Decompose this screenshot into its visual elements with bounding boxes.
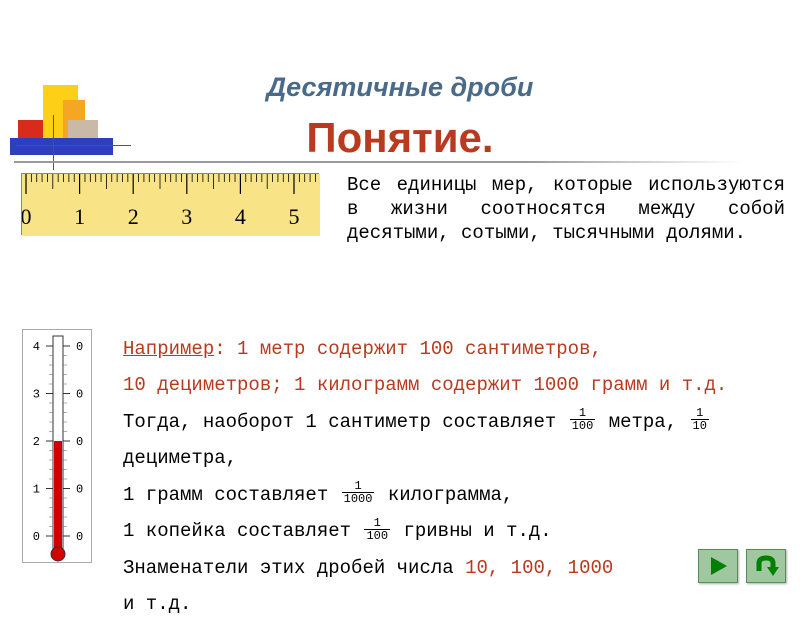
- line-5: 1 копейка составляет 1100 гривны и т.д.: [123, 513, 783, 549]
- fraction-1-10: 110: [689, 407, 711, 432]
- svg-text:3: 3: [33, 388, 40, 402]
- svg-text:3: 3: [181, 204, 192, 229]
- svg-text:1: 1: [33, 483, 40, 497]
- svg-text:4: 4: [235, 204, 246, 229]
- fraction-1-1000: 11000: [340, 480, 377, 505]
- svg-text:0: 0: [33, 530, 40, 544]
- decorative-shapes: [18, 85, 158, 165]
- fraction-1-100: 1100: [568, 407, 598, 432]
- svg-text:2: 2: [33, 435, 40, 449]
- svg-text:0: 0: [76, 530, 83, 544]
- line-6: Знаменатели этих дробей числа 10, 100, 1…: [123, 550, 783, 586]
- ruler-graphic: 0 1 2 3 4 5: [21, 173, 319, 235]
- svg-text:5: 5: [289, 204, 300, 229]
- line-3: Тогда, наоборот 1 сантиметр составляет 1…: [123, 404, 783, 477]
- example-line2: 10 дециметров; 1 килограмм содержит 1000…: [123, 367, 783, 403]
- example-label: Например: [123, 338, 214, 360]
- svg-text:4: 4: [33, 340, 40, 354]
- line-4: 1 грамм составляет 11000 килограмма,: [123, 477, 783, 513]
- svg-text:0: 0: [76, 388, 83, 402]
- fraction-1-100b: 1100: [362, 517, 392, 542]
- thermometer-graphic: 4 0 3 0 2 0 1 0 0 0: [22, 329, 92, 563]
- play-icon: [707, 555, 729, 577]
- line-7: и т.д.: [123, 586, 783, 622]
- example-line1: : 1 метр содержит 100 сантиметров,: [214, 338, 602, 360]
- u-turn-icon: [753, 555, 779, 577]
- return-button[interactable]: [746, 549, 786, 583]
- svg-text:2: 2: [128, 204, 139, 229]
- next-button[interactable]: [698, 549, 738, 583]
- svg-text:0: 0: [76, 435, 83, 449]
- svg-text:1: 1: [74, 204, 85, 229]
- body-text: Например: 1 метр содержит 100 сантиметро…: [123, 331, 783, 623]
- title-underline: [14, 161, 743, 163]
- svg-text:0: 0: [22, 204, 32, 229]
- intro-paragraph: Все единицы мер, которые используются в …: [347, 174, 785, 245]
- svg-text:0: 0: [76, 483, 83, 497]
- svg-text:0: 0: [76, 340, 83, 354]
